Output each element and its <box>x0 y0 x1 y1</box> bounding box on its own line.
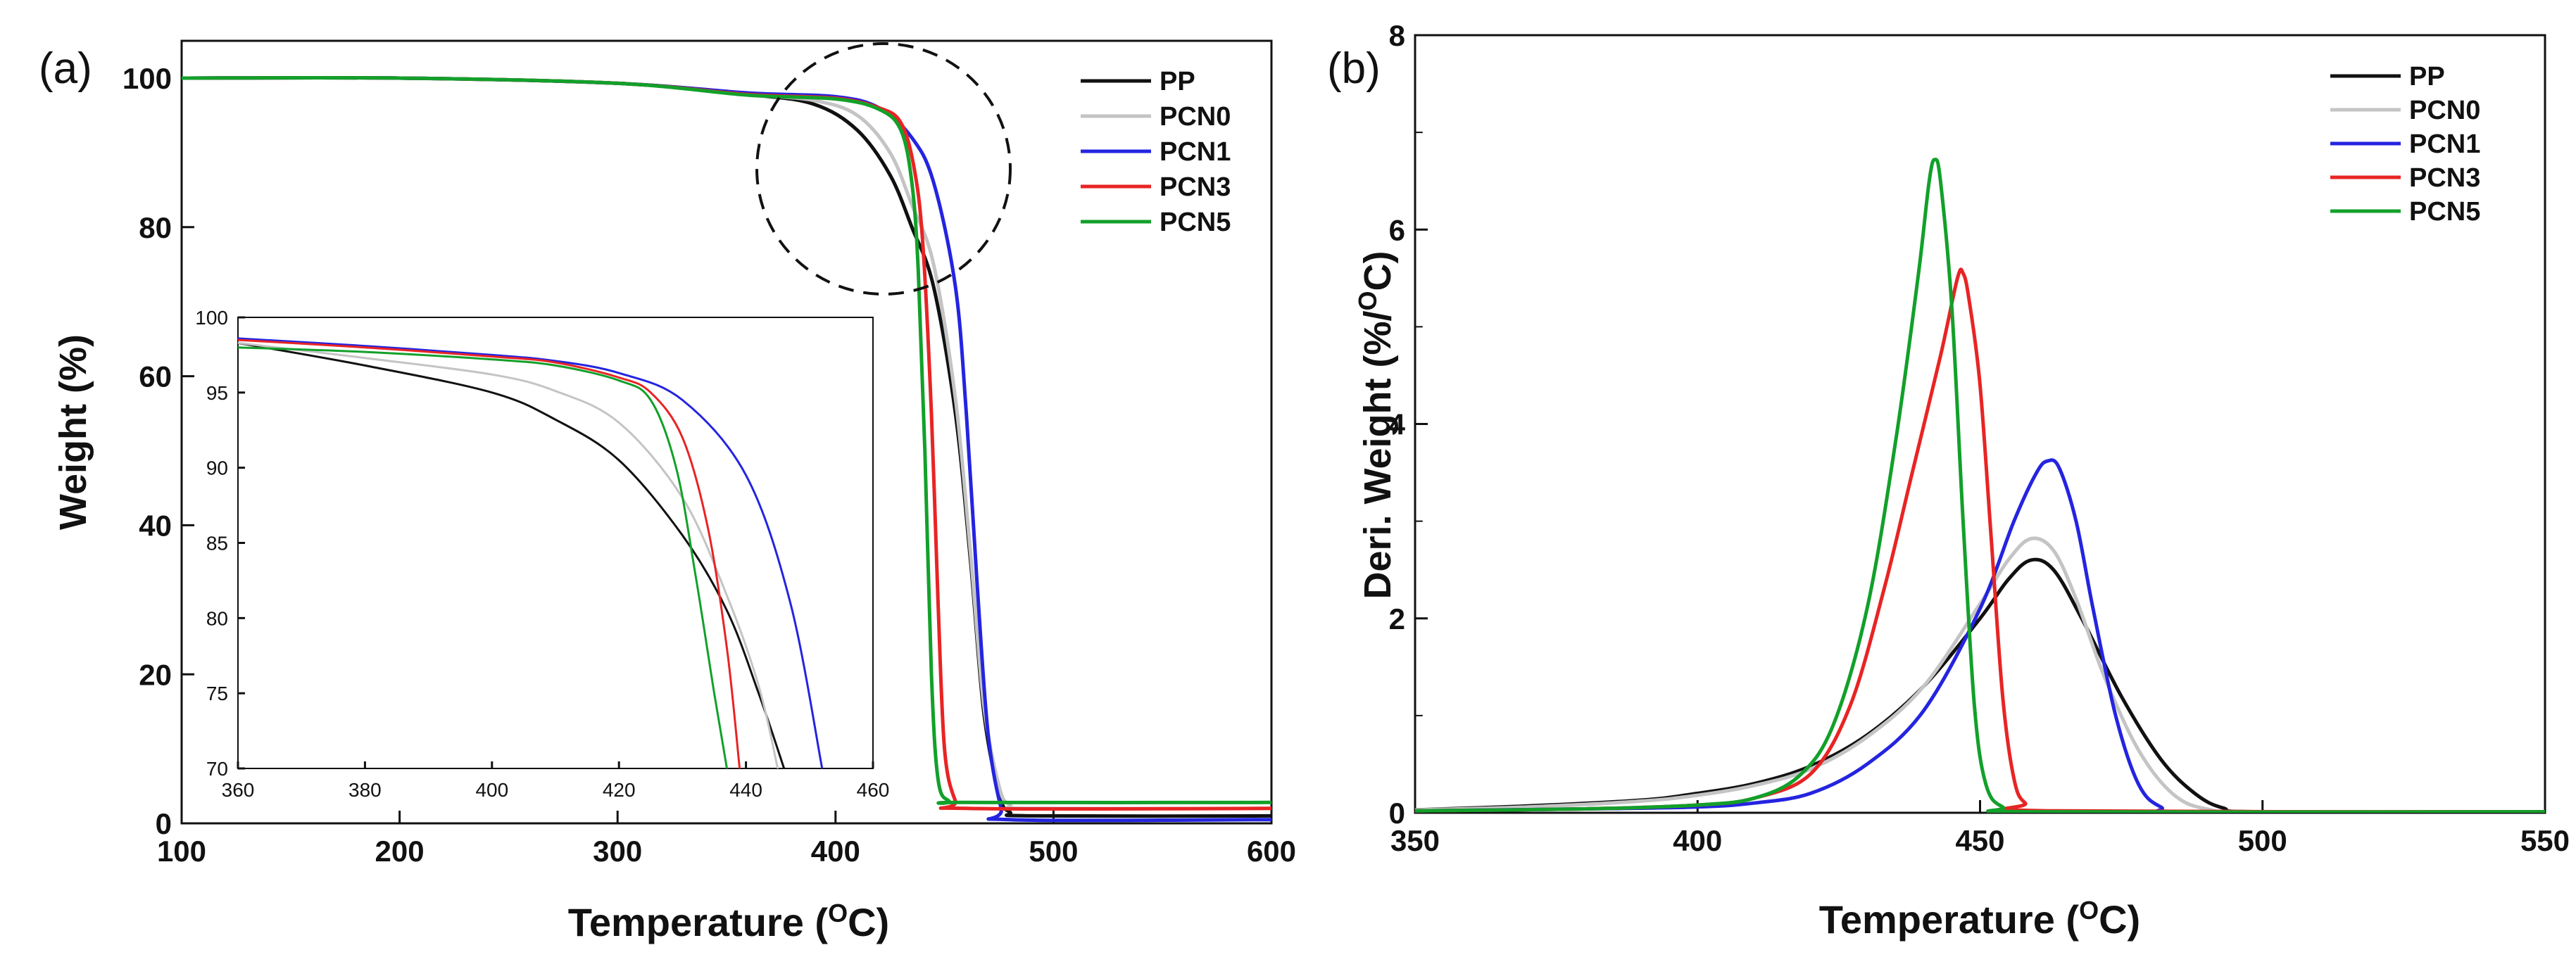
panel-b-label: (b) <box>1327 44 1381 93</box>
x-tick-label: 550 <box>2520 824 2570 857</box>
x-tick-label: 500 <box>1029 835 1078 868</box>
y-tick-label: 80 <box>206 607 228 629</box>
panel-a-legend: PP PCN0 PCN1 PCN3 PCN5 <box>1081 67 1231 237</box>
series-line-pcn3 <box>1415 267 2545 813</box>
y-tick-label: 70 <box>206 758 228 780</box>
legend-label-pcn1: PCN1 <box>1160 137 1231 167</box>
series-line-pcn1 <box>1415 458 2545 813</box>
panel-b: (b) 0 2 4 6 8 350 400 450 500 550 Deri. Weight (… <box>1327 19 2570 942</box>
x-tick-label: 450 <box>1955 824 2004 857</box>
series-line-pcn1 <box>238 337 824 768</box>
panel-a-frame <box>180 39 1273 825</box>
series-line-pcn0 <box>1415 536 2545 813</box>
y-tick-label: 8 <box>1389 19 1405 52</box>
y-tick-label: 95 <box>206 382 228 404</box>
inset-plot: 70 75 80 85 90 95 100 360 380 400 420 440 460 <box>195 307 889 801</box>
x-tick-label: 400 <box>811 835 860 868</box>
panel-b-xlabel: Temperature (OC) <box>1819 896 2140 942</box>
legend-label-pcn0: PCN0 <box>2409 96 2480 125</box>
x-tick-label: 400 <box>475 779 508 801</box>
x-tick-label: 100 <box>157 835 206 868</box>
panel-b-series <box>1415 158 2545 813</box>
legend-label-pcn5: PCN5 <box>1160 208 1231 237</box>
panel-a-xlabel: Temperature (OC) <box>568 899 889 944</box>
inset-yticks: 70 75 80 85 90 95 100 <box>195 307 245 780</box>
series-line-pcn0 <box>238 341 779 768</box>
inset-series <box>238 337 824 768</box>
legend-label-pp: PP <box>2409 62 2445 91</box>
x-tick-label: 300 <box>593 835 642 868</box>
series-line-pp <box>238 341 786 768</box>
y-tick-label: 85 <box>206 533 228 555</box>
panel-a-label: (a) <box>39 44 92 93</box>
x-tick-label: 400 <box>1673 824 1722 857</box>
y-tick-label: 0 <box>156 807 172 840</box>
x-tick-label: 440 <box>729 779 762 801</box>
x-tick-label: 350 <box>1390 824 1440 857</box>
x-tick-label: 500 <box>2238 824 2287 857</box>
y-tick-label: 100 <box>122 62 172 95</box>
y-tick-label: 80 <box>139 211 172 244</box>
panel-a: (a) 0 20 40 60 80 100 100 200 300 400 500 600 Weig… <box>39 39 1296 944</box>
legend-label-pp: PP <box>1160 67 1195 96</box>
y-tick-label: 6 <box>1389 213 1405 246</box>
series-line-pp <box>1415 557 2545 813</box>
panel-b-yticks: 0 2 4 6 8 <box>1389 19 1428 830</box>
legend-label-pcn1: PCN1 <box>2409 129 2480 159</box>
x-tick-label: 460 <box>857 779 890 801</box>
panel-b-ylabel: Deri. Weight (%/OC) <box>1353 251 1399 599</box>
legend-label-pcn0: PCN0 <box>1160 102 1231 132</box>
panel-a-yticks: 0 20 40 60 80 100 <box>122 62 194 840</box>
y-tick-label: 20 <box>139 658 172 691</box>
legend-label-pcn3: PCN3 <box>2409 163 2480 193</box>
legend-label-pcn3: PCN3 <box>1160 172 1231 202</box>
inset-frame <box>237 317 874 769</box>
y-tick-label: 2 <box>1389 602 1405 635</box>
series-line-pcn5 <box>182 75 1271 805</box>
series-line-pcn5 <box>1415 158 2545 813</box>
panel-a-ylabel: Weight (%) <box>52 334 94 530</box>
legend-label-pcn5: PCN5 <box>2409 197 2480 227</box>
y-tick-label: 100 <box>195 307 228 329</box>
highlight-circle <box>755 42 1012 296</box>
series-line-pcn3 <box>238 338 741 768</box>
y-tick-label: 4 <box>1389 408 1406 441</box>
panel-b-legend: PP PCN0 PCN1 PCN3 PCN5 <box>2330 62 2480 227</box>
x-tick-label: 600 <box>1247 835 1296 868</box>
x-tick-label: 420 <box>603 779 636 801</box>
inset-xticks: 360 380 400 420 440 460 <box>222 761 890 801</box>
x-tick-label: 380 <box>348 779 382 801</box>
panel-a-series <box>182 75 1271 823</box>
y-tick-label: 60 <box>139 360 172 393</box>
y-tick-label: 0 <box>1389 797 1405 830</box>
panel-a-xticks: 100 200 300 400 500 600 <box>157 811 1296 868</box>
panel-b-frame <box>1414 34 2546 814</box>
y-tick-label: 90 <box>206 457 228 479</box>
x-tick-label: 360 <box>222 779 255 801</box>
series-line-pcn5 <box>238 346 728 768</box>
x-tick-label: 200 <box>375 835 425 868</box>
y-tick-label: 75 <box>206 683 228 704</box>
y-tick-label: 40 <box>139 509 172 543</box>
